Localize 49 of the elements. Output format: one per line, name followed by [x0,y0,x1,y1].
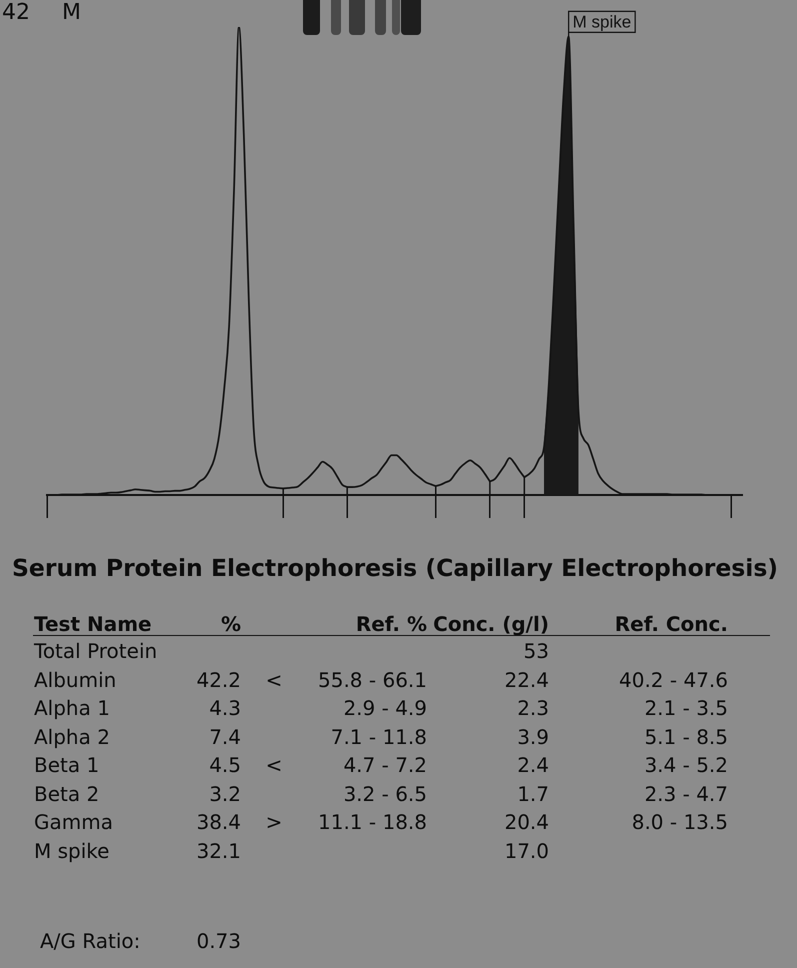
data-label: 53 [524,638,549,664]
category-label: Total Protein [34,638,158,664]
category-label: M spike [34,838,110,864]
data-label: 4.3 [209,695,241,721]
data-label: 7.4 [209,724,241,750]
data-label: > [266,809,282,835]
data-label: 2.1 - 3.5 [644,695,728,721]
text: 0.73 [196,928,241,954]
data-label: 5.1 - 8.5 [644,724,728,750]
data-label: 20.4 [504,809,549,835]
data-label: 38.4 [196,809,241,835]
text: Ref. Conc. [614,611,728,637]
data-label: 2.4 [517,752,549,778]
text: Test Name [34,611,152,637]
data-label: 2.9 - 4.9 [343,695,427,721]
data-label: 40.2 - 47.6 [619,666,728,692]
text: A/G Ratio: [40,928,140,954]
text: 42 [2,0,30,26]
data-label: 11.1 - 18.8 [318,809,427,835]
data-label: 3.9 [517,724,549,750]
data-label: < [266,752,282,778]
text: M [62,0,81,26]
text: Serum Protein Electrophoresis (Capillary Electrophoresis) [12,553,778,584]
data-label: 2.3 - 4.7 [644,780,728,806]
data-label: 3.4 - 5.2 [644,752,728,778]
data-label: 32.1 [196,838,241,864]
data-label: 17.0 [504,838,549,864]
data-label: 8.0 - 13.5 [632,809,728,835]
text: Ref. % [356,611,427,637]
data-label: 2.3 [517,695,549,721]
data-label: < [266,666,282,692]
data-label: 4.5 [209,752,241,778]
category-label: Gamma [34,809,113,835]
series-label: M spike [572,12,632,32]
category-label: Albumin [34,666,116,692]
text: % [220,611,241,637]
data-label: 1.7 [517,780,549,806]
text: Conc. (g/l) [433,611,549,637]
data-label: 22.4 [504,666,549,692]
data-label: 55.8 - 66.1 [318,666,427,692]
category-label: Beta 2 [34,780,100,806]
data-label: 4.7 - 7.2 [343,752,427,778]
category-label: Alpha 2 [34,724,110,750]
data-label: 3.2 - 6.5 [343,780,427,806]
category-label: Beta 1 [34,752,100,778]
data-label: 3.2 [209,780,241,806]
data-label: 7.1 - 11.8 [330,724,427,750]
category-label: Alpha 1 [34,695,110,721]
data-label: 42.2 [196,666,241,692]
